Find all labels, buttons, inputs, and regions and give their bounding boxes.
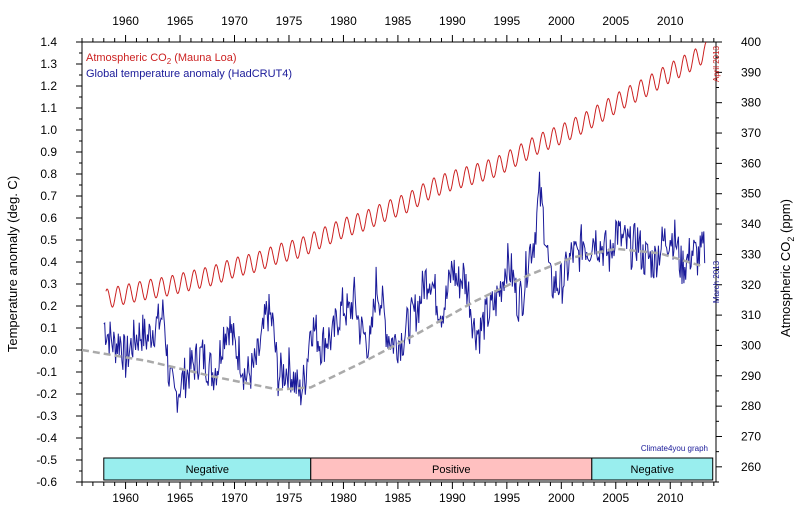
y-tick-label-left: 0.8 <box>40 167 57 181</box>
x-tick-label-top: 2000 <box>548 14 575 28</box>
temperature-end-annotation: March 2013 <box>712 260 721 303</box>
x-tick-label-top: 1965 <box>167 14 194 28</box>
y-tick-label-right: 260 <box>741 460 761 474</box>
phase-bar: Negative Positive Negative <box>103 457 714 481</box>
y-tick-label-left: 0.1 <box>40 321 57 335</box>
phase-label: Positive <box>432 464 471 476</box>
y-tick-label-left: 0.9 <box>40 145 57 159</box>
y-tick-label-left: 0.6 <box>40 211 57 225</box>
legend-co2: Atmospheric CO2 (Mauna Loa) <box>86 52 237 66</box>
y-tick-label-left: -0.1 <box>36 365 57 379</box>
right-axis-title: Atmospheric CO2 (ppm) <box>778 199 796 337</box>
y-tick-label-left: -0.3 <box>36 409 57 423</box>
y-tick-label-right: 350 <box>741 187 761 201</box>
co2-series-line <box>105 41 707 308</box>
y-tick-label-right: 300 <box>741 338 761 352</box>
y-tick-label-right: 390 <box>741 65 761 79</box>
text-layer: Temperature anomaly (deg. C) Atmospheric… <box>5 14 796 505</box>
y-tick-label-left: -0.5 <box>36 453 57 467</box>
x-tick-label-bottom: 1975 <box>276 491 303 505</box>
x-tick-label-top: 1980 <box>330 14 357 28</box>
y-tick-label-right: 400 <box>741 35 761 49</box>
y-tick-label-right: 280 <box>741 399 761 413</box>
y-tick-label-left: 1.1 <box>40 101 57 115</box>
y-tick-label-right: 340 <box>741 217 761 231</box>
x-tick-label-bottom: 1985 <box>385 491 412 505</box>
y-tick-label-left: 0.5 <box>40 233 57 247</box>
co2-end-annotation: April 2013 <box>712 45 721 82</box>
x-tick-label-bottom: 1995 <box>493 491 520 505</box>
legend-temperature: Global temperature anomaly (HadCRUT4) <box>86 68 292 80</box>
y-tick-label-right: 290 <box>741 369 761 383</box>
temperature-series-line <box>103 171 706 413</box>
y-tick-label-left: -0.2 <box>36 387 57 401</box>
x-tick-label-top: 2010 <box>657 14 684 28</box>
x-tick-label-bottom: 2000 <box>548 491 575 505</box>
y-tick-label-right: 330 <box>741 247 761 261</box>
x-tick-label-top: 1975 <box>276 14 303 28</box>
left-axis-title: Temperature anomaly (deg. C) <box>5 176 20 352</box>
y-tick-label-left: 0.7 <box>40 189 57 203</box>
phase-label: Negative <box>631 464 674 476</box>
y-tick-label-left: 0.3 <box>40 277 57 291</box>
y-tick-label-right: 370 <box>741 126 761 140</box>
y-tick-label-left: 1.4 <box>40 35 57 49</box>
y-tick-label-right: 270 <box>741 429 761 443</box>
temperature-smoothed-trend <box>81 247 704 391</box>
phase-segment <box>591 457 714 481</box>
x-tick-label-bottom: 2005 <box>602 491 629 505</box>
x-tick-label-top: 2005 <box>602 14 629 28</box>
y-tick-label-left: -0.4 <box>36 431 57 445</box>
x-tick-label-bottom: 1980 <box>330 491 357 505</box>
y-tick-label-left: 0.2 <box>40 299 57 313</box>
y-tick-label-left: 0.0 <box>40 343 57 357</box>
x-tick-label-top: 1970 <box>221 14 248 28</box>
y-tick-label-right: 380 <box>741 96 761 110</box>
y-tick-label-right: 360 <box>741 156 761 170</box>
y-tick-label-left: 1.3 <box>40 57 57 71</box>
x-tick-label-bottom: 1960 <box>112 491 139 505</box>
y-tick-label-left: -0.6 <box>36 475 57 489</box>
y-tick-label-left: 1.0 <box>40 123 57 137</box>
x-tick-label-bottom: 1970 <box>221 491 248 505</box>
credit-label: Climate4you graph <box>641 444 708 453</box>
phase-label: Negative <box>186 464 229 476</box>
y-tick-label-right: 310 <box>741 308 761 322</box>
x-tick-label-bottom: 2010 <box>657 491 684 505</box>
x-tick-label-top: 1995 <box>493 14 520 28</box>
y-tick-label-left: 0.4 <box>40 255 57 269</box>
axes-layer <box>76 35 722 489</box>
series-layer <box>81 41 707 413</box>
x-tick-label-top: 1960 <box>112 14 139 28</box>
x-tick-label-bottom: 1965 <box>167 491 194 505</box>
x-tick-label-top: 1990 <box>439 14 466 28</box>
y-tick-label-right: 320 <box>741 278 761 292</box>
x-tick-label-bottom: 1990 <box>439 491 466 505</box>
x-tick-label-top: 1985 <box>385 14 412 28</box>
y-tick-label-left: 1.2 <box>40 79 57 93</box>
